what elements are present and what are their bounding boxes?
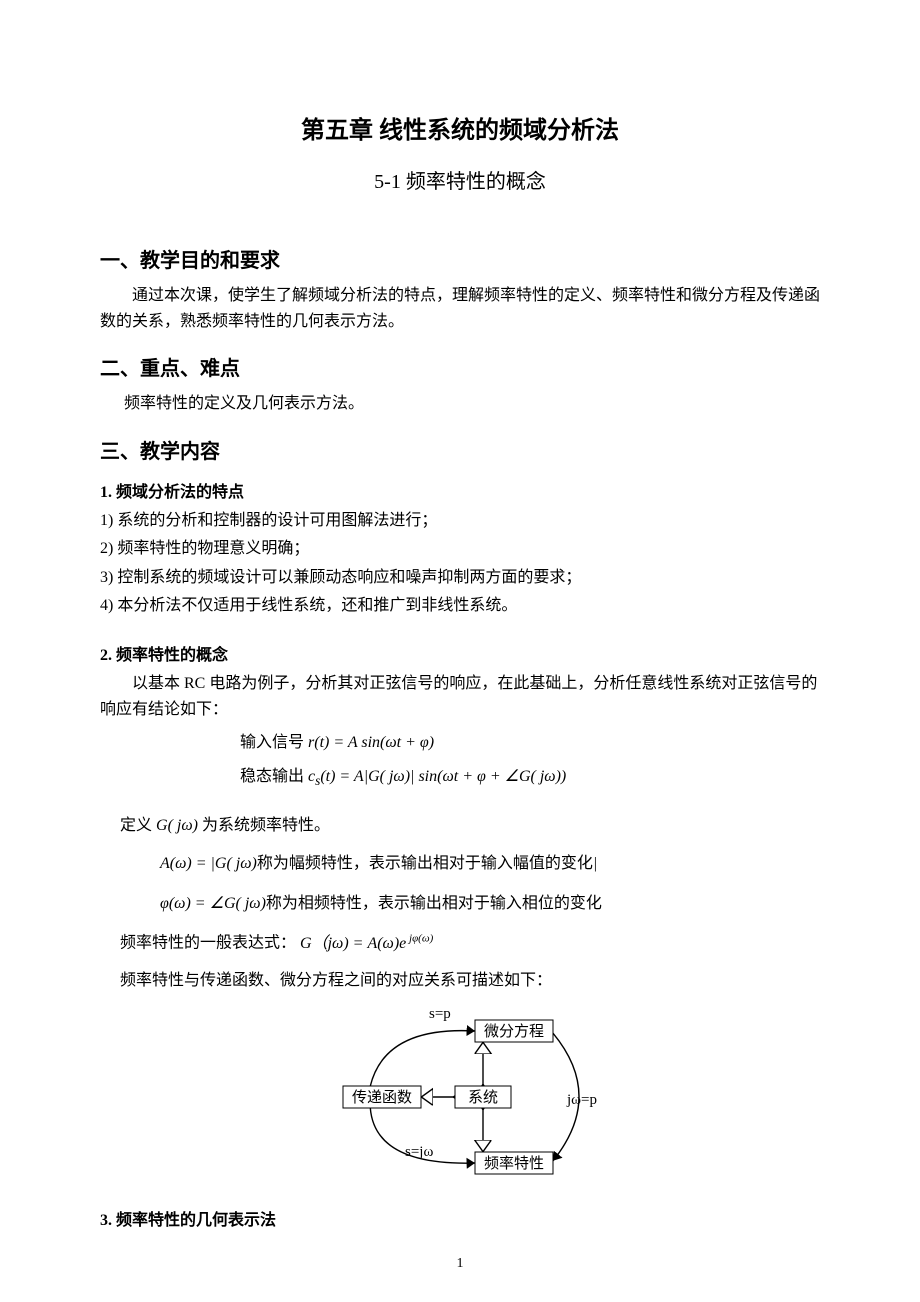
eq-output-label: 稳态输出 bbox=[240, 768, 304, 785]
eq-input-label: 输入信号 bbox=[240, 734, 304, 751]
svg-text:jω=p: jω=p bbox=[566, 1092, 597, 1108]
page-number: 1 bbox=[0, 1256, 920, 1272]
objectives-body: 通过本次课，使学生了解频域分析法的特点，理解频率特性的定义、频率特性和微分方程及… bbox=[100, 283, 820, 334]
svg-text:微分方程: 微分方程 bbox=[484, 1023, 544, 1040]
general-expression-line: 频率特性的一般表达式： G（jω) = A(ω)e jφ(ω) bbox=[120, 929, 820, 957]
feature-item: 4) 本分析法不仅适用于线性系统，还和推广到非线性系统。 bbox=[100, 593, 820, 619]
phase-text: 称为相频特性，表示输出相对于输入相位的变化 bbox=[266, 895, 602, 912]
def-suffix: 为系统频率特性。 bbox=[202, 817, 330, 834]
general-prefix: 频率特性的一般表达式： bbox=[120, 935, 296, 952]
amp-expr: A(ω) = |G( jω) bbox=[160, 855, 257, 872]
amplitude-line: A(ω) = |G( jω)称为幅频特性，表示输出相对于输入幅值的变化| bbox=[160, 849, 820, 879]
equation-output: 稳态输出 cs(t) = A|G( jω)| sin(ωt + φ + ∠G( … bbox=[240, 763, 820, 793]
subheading-geometric: 3. 频率特性的几何表示法 bbox=[100, 1206, 820, 1230]
keypoints-body: 频率特性的定义及几何表示方法。 bbox=[124, 391, 820, 417]
concept-intro: 以基本 RC 电路为例子，分析其对正弦信号的响应，在此基础上，分析任意线性系统对… bbox=[100, 671, 820, 722]
amp-text: 称为幅频特性，表示输出相对于输入幅值的变化 bbox=[257, 855, 593, 872]
def-prefix: 定义 bbox=[120, 817, 152, 834]
feature-item: 3) 控制系统的频域设计可以兼顾动态响应和噪声抑制两方面的要求； bbox=[100, 565, 820, 591]
phase-expr: φ(ω) = ∠G( jω) bbox=[160, 895, 266, 912]
general-expr: G（jω) = A(ω)e jφ(ω) bbox=[300, 935, 433, 952]
feature-item: 2) 频率特性的物理意义明确； bbox=[100, 536, 820, 562]
heading-content: 三、教学内容 bbox=[100, 435, 820, 464]
eq-output-expr: cs(t) = A|G( jω)| sin(ωt + φ + ∠G( jω)) bbox=[304, 768, 566, 785]
feature-item: 1) 系统的分析和控制器的设计可用图解法进行； bbox=[100, 508, 820, 534]
def-expr: G( jω) bbox=[156, 817, 202, 834]
definition-line: 定义 G( jω) 为系统频率特性。 bbox=[120, 812, 820, 839]
svg-text:系统: 系统 bbox=[468, 1089, 498, 1106]
relation-text: 频率特性与传递函数、微分方程之间的对应关系可描述如下： bbox=[120, 967, 820, 994]
phase-line: φ(ω) = ∠G( jω)称为相频特性，表示输出相对于输入相位的变化 bbox=[160, 889, 820, 919]
subheading-concept: 2. 频率特性的概念 bbox=[100, 641, 820, 665]
heading-keypoints: 二、重点、难点 bbox=[100, 352, 820, 381]
svg-text:s=p: s=p bbox=[429, 1006, 451, 1022]
relation-diagram: 微分方程系统 传递函数频率特性 s=p jω=p s=jω bbox=[305, 1006, 615, 1186]
section-title: 5-1 频率特性的概念 bbox=[100, 165, 820, 194]
svg-text:s=jω: s=jω bbox=[405, 1144, 433, 1160]
equation-input: 输入信号 r(t) = A sin(ωt + φ) bbox=[240, 729, 820, 758]
heading-objectives: 一、教学目的和要求 bbox=[100, 244, 820, 273]
svg-text:传递函数: 传递函数 bbox=[352, 1089, 412, 1106]
chapter-title: 第五章 线性系统的频域分析法 bbox=[100, 110, 820, 145]
svg-text:频率特性: 频率特性 bbox=[484, 1155, 544, 1172]
eq-input-expr: r(t) = A sin(ωt + φ) bbox=[304, 734, 434, 751]
subheading-features: 1. 频域分析法的特点 bbox=[100, 478, 820, 502]
